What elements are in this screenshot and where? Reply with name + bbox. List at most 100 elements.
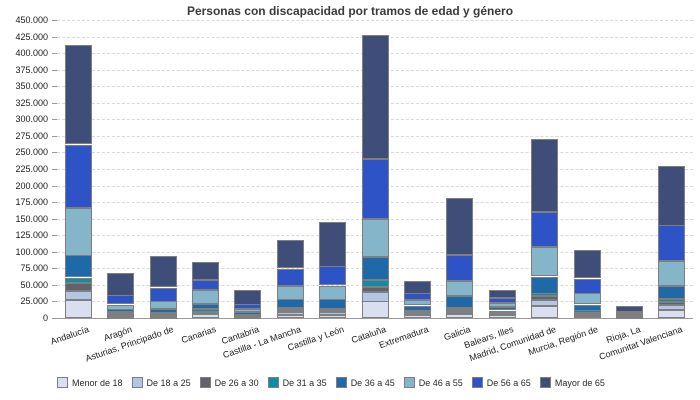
bar-segment xyxy=(107,273,134,296)
bar-segment xyxy=(446,198,473,255)
bar-segment xyxy=(489,290,516,298)
y-axis-label: 350.000 xyxy=(15,81,48,91)
bar-segment xyxy=(446,312,473,314)
y-axis-tick xyxy=(52,235,57,236)
y-axis-tick xyxy=(52,53,57,54)
legend-swatch-icon xyxy=(57,377,68,388)
gridline xyxy=(57,20,693,21)
bar-segment xyxy=(489,298,516,303)
y-axis-label: 175.000 xyxy=(15,197,48,207)
bar-segment xyxy=(489,314,516,316)
bar-segment xyxy=(234,290,261,305)
legend-label: Menor de 18 xyxy=(72,377,123,388)
y-axis-label: 325.000 xyxy=(15,98,48,108)
bar-segment xyxy=(489,303,516,307)
y-axis-label: 225.000 xyxy=(15,164,48,174)
bar-segment xyxy=(574,305,601,311)
legend-swatch-icon xyxy=(267,377,279,388)
bar-segment xyxy=(446,296,473,308)
y-axis-label: 75.000 xyxy=(20,263,48,273)
bar-segment xyxy=(150,256,177,287)
legend-swatch-icon xyxy=(471,377,483,388)
y-axis-tick xyxy=(52,252,57,253)
bar-segment xyxy=(574,316,601,318)
y-axis-label: 425.000 xyxy=(15,32,48,42)
y-axis-label: 450.000 xyxy=(15,15,48,25)
bar-segment xyxy=(65,278,92,283)
bar-segment xyxy=(362,301,389,318)
bar-segment xyxy=(489,307,516,310)
bar-segment xyxy=(65,283,92,291)
bar-segment xyxy=(150,309,177,313)
bar-segment xyxy=(277,240,304,268)
bar-segment xyxy=(531,296,558,300)
bar-segment xyxy=(658,299,685,302)
bar-segment xyxy=(107,317,134,319)
bar-segment xyxy=(446,255,473,281)
y-axis-tick xyxy=(52,86,57,87)
legend-swatch-icon xyxy=(335,377,347,388)
bar-segment xyxy=(531,139,558,212)
legend-item: De 18 a 25 xyxy=(131,377,191,388)
bar-segment xyxy=(107,314,134,316)
y-axis-tick xyxy=(52,169,57,170)
legend-label: De 18 a 25 xyxy=(146,377,191,388)
y-axis-label: 100.000 xyxy=(15,247,48,257)
bar-segment xyxy=(658,286,685,299)
y-axis-label: 0 xyxy=(42,313,48,323)
bar-segment xyxy=(65,45,92,144)
y-axis-tick xyxy=(52,301,57,302)
bar-segment xyxy=(319,222,346,267)
bar-segment xyxy=(319,299,346,309)
bar-segment xyxy=(107,295,134,304)
bar-segment xyxy=(362,287,389,292)
legend-swatch-icon xyxy=(131,377,143,388)
bar-segment xyxy=(404,300,431,305)
bar-segment xyxy=(192,309,219,312)
y-axis-tick xyxy=(52,136,57,137)
bar-segment xyxy=(658,261,685,286)
y-axis-tick xyxy=(52,219,57,220)
legend-label: De 31 a 35 xyxy=(282,377,327,388)
bar-segment xyxy=(234,315,261,317)
bar-segment xyxy=(658,302,685,305)
bar-segment xyxy=(192,290,219,304)
bar-segment xyxy=(658,310,685,318)
legend-item: De 46 a 55 xyxy=(403,377,463,388)
bar-segment xyxy=(489,311,516,313)
y-axis-tick xyxy=(52,268,57,269)
bar-segment xyxy=(446,314,473,318)
legend-label: De 26 a 30 xyxy=(214,377,259,388)
y-axis-tick xyxy=(52,202,57,203)
bar-segment xyxy=(319,286,346,300)
legend-label: De 36 a 45 xyxy=(350,377,395,388)
bar-segment xyxy=(277,286,304,300)
bar-segment xyxy=(404,293,431,300)
bar-segment xyxy=(446,310,473,312)
bar-segment xyxy=(234,309,261,312)
y-axis-label: 25.000 xyxy=(20,296,48,306)
bar-segment xyxy=(65,300,92,318)
legend-swatch-icon xyxy=(199,377,211,388)
y-axis-tick xyxy=(52,103,57,104)
bar-segment xyxy=(531,247,558,276)
bar-segment xyxy=(319,266,346,285)
bar-segment xyxy=(319,311,346,313)
legend-item: Mayor de 65 xyxy=(539,377,605,388)
bar-segment xyxy=(192,262,219,280)
bar-segment xyxy=(362,35,389,159)
legend-swatch-icon xyxy=(539,377,551,388)
legend-label: De 46 a 55 xyxy=(418,377,463,388)
y-axis-label: 250.000 xyxy=(15,147,48,157)
y-axis-label: 50.000 xyxy=(20,280,48,290)
bar-segment xyxy=(277,299,304,308)
bar-segment xyxy=(404,312,431,314)
y-axis-label: 150.000 xyxy=(15,214,48,224)
bar-segment xyxy=(107,312,134,314)
legend-item: De 56 a 65 xyxy=(471,377,531,388)
bar-segment xyxy=(150,313,177,315)
bar-segment xyxy=(362,257,389,280)
bar-segment xyxy=(65,255,92,277)
y-axis-label: 125.000 xyxy=(15,230,48,240)
bar-segment xyxy=(65,291,92,300)
